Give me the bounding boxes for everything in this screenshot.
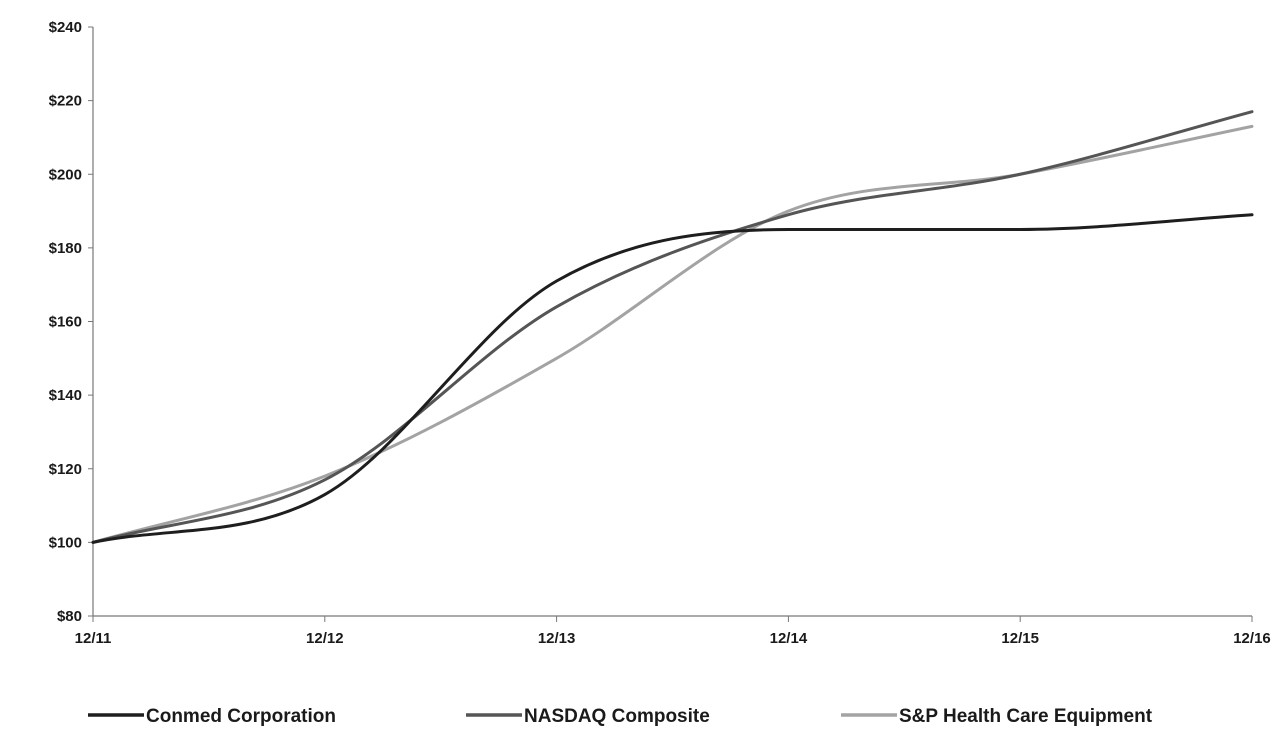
legend-label: Conmed Corporation — [146, 706, 336, 727]
y-tick-label: $160 — [49, 314, 82, 331]
plot-area — [91, 110, 1254, 544]
series-line-conmed-corporation — [91, 213, 1254, 544]
y-tick-label: $100 — [49, 534, 82, 551]
x-tick-label: 12/15 — [1001, 630, 1039, 647]
x-tick-label: 12/13 — [538, 630, 576, 647]
y-tick-label: $140 — [49, 387, 82, 404]
x-tick-label: 12/16 — [1233, 630, 1271, 647]
y-tick-label: $200 — [49, 166, 82, 183]
y-tick-label: $120 — [49, 461, 82, 478]
series-line-nasdaq-composite — [91, 110, 1254, 544]
x-tick-label: 12/12 — [306, 630, 344, 647]
legend-label: NASDAQ Composite — [524, 706, 710, 727]
axes: $80 $100 $120 $140 $160 $180 $200 $220 $240 12/11… — [49, 19, 1271, 647]
x-tick-label: 12/14 — [770, 630, 808, 647]
y-tick-label: $220 — [49, 93, 82, 110]
y-tick-label: $240 — [49, 19, 82, 36]
legend-label: S&P Health Care Equipment — [899, 706, 1153, 727]
legend: Conmed Corporation NASDAQ Composite S&P He… — [88, 706, 1153, 727]
y-tick-label: $180 — [49, 240, 82, 257]
y-tick-label: $80 — [57, 608, 82, 625]
series-line-s-p-health-care-equipment — [91, 124, 1254, 544]
x-tick-label: 12/11 — [75, 630, 112, 647]
